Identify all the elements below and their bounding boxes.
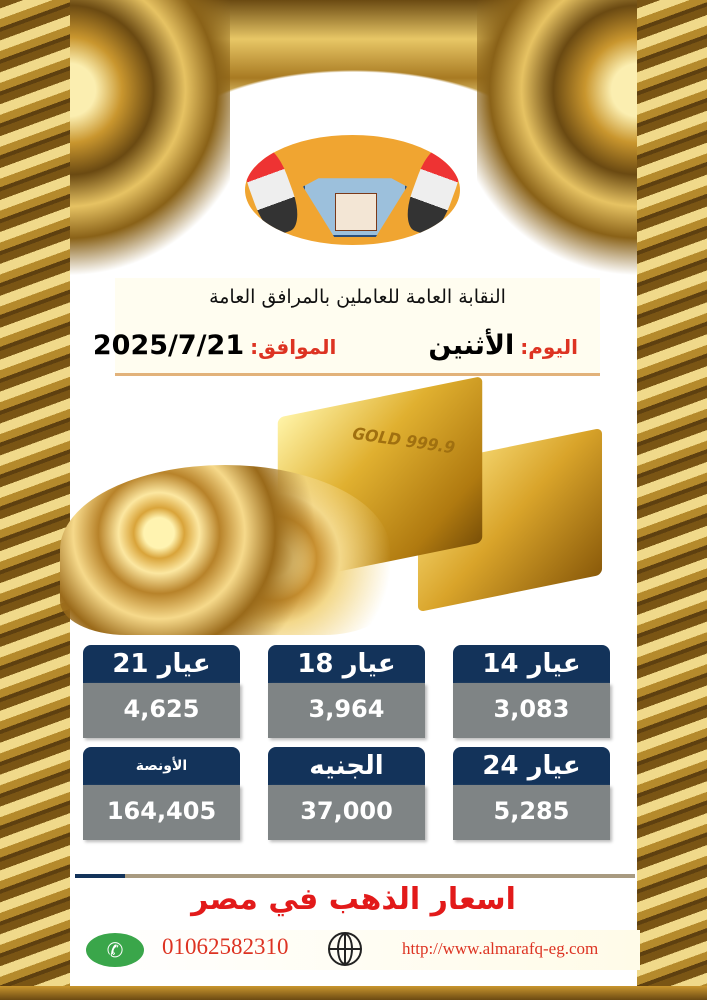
card-value: 5,285 (453, 785, 610, 840)
price-card-18k: عيار 18 3,964 (268, 645, 425, 738)
date-value: 2025/7/21 (92, 330, 245, 361)
card-label: عيار 24 (453, 747, 610, 785)
card-label: الأونصة (83, 747, 240, 785)
day-label: اليوم: (520, 335, 578, 359)
card-label: عيار 21 (83, 645, 240, 683)
ornate-pillar-left (0, 0, 70, 1000)
globe-icon (328, 932, 362, 966)
price-card-pound: الجنيه 37,000 (268, 747, 425, 840)
egypt-flag-ribbon-right (399, 140, 460, 240)
gold-jewelry-pile (60, 465, 390, 635)
gold-image: GOLD 999.9 (60, 376, 610, 640)
card-value: 3,964 (268, 683, 425, 738)
poster-title: اسعار الذهب في مصر (191, 882, 516, 917)
website-link[interactable]: http://www.almarafq-eg.com (402, 939, 599, 958)
date-row: اليوم: الأثنين الموافق: 2025/7/21 (93, 330, 578, 361)
day-value: الأثنين (428, 330, 515, 361)
card-label: الجنيه (268, 747, 425, 785)
contact-footer: ✆ 01062582310 http://www.almarafq-eg.com (80, 930, 640, 970)
ornate-frame-bottom (0, 986, 707, 1000)
date-label: الموافق: (250, 335, 337, 359)
union-logo (245, 135, 460, 245)
card-label: عيار 14 (453, 645, 610, 683)
card-value: 3,083 (453, 683, 610, 738)
emblem-door (335, 193, 377, 231)
card-value: 37,000 (268, 785, 425, 840)
price-card-14k: عيار 14 3,083 (453, 645, 610, 738)
price-card-21k: عيار 21 4,625 (83, 645, 240, 738)
organization-name: النقابة العامة للعاملين بالمرافق العامة (209, 286, 506, 308)
header-box: النقابة العامة للعاملين بالمرافق العامة … (93, 278, 600, 376)
card-value: 4,625 (83, 683, 240, 738)
ornate-pillar-right (637, 0, 707, 1000)
phone-number[interactable]: 01062582310 (162, 934, 289, 959)
egypt-flag-ribbon-left (245, 140, 306, 240)
whatsapp-icon: ✆ (86, 933, 144, 967)
bar-lettering: GOLD 999.9 (349, 423, 459, 458)
card-value: 164,405 (83, 785, 240, 840)
price-card-24k: عيار 24 5,285 (453, 747, 610, 840)
union-emblem (303, 178, 407, 237)
price-card-ounce: الأونصة 164,405 (83, 747, 240, 840)
card-label: عيار 18 (268, 645, 425, 683)
divider (75, 874, 635, 878)
